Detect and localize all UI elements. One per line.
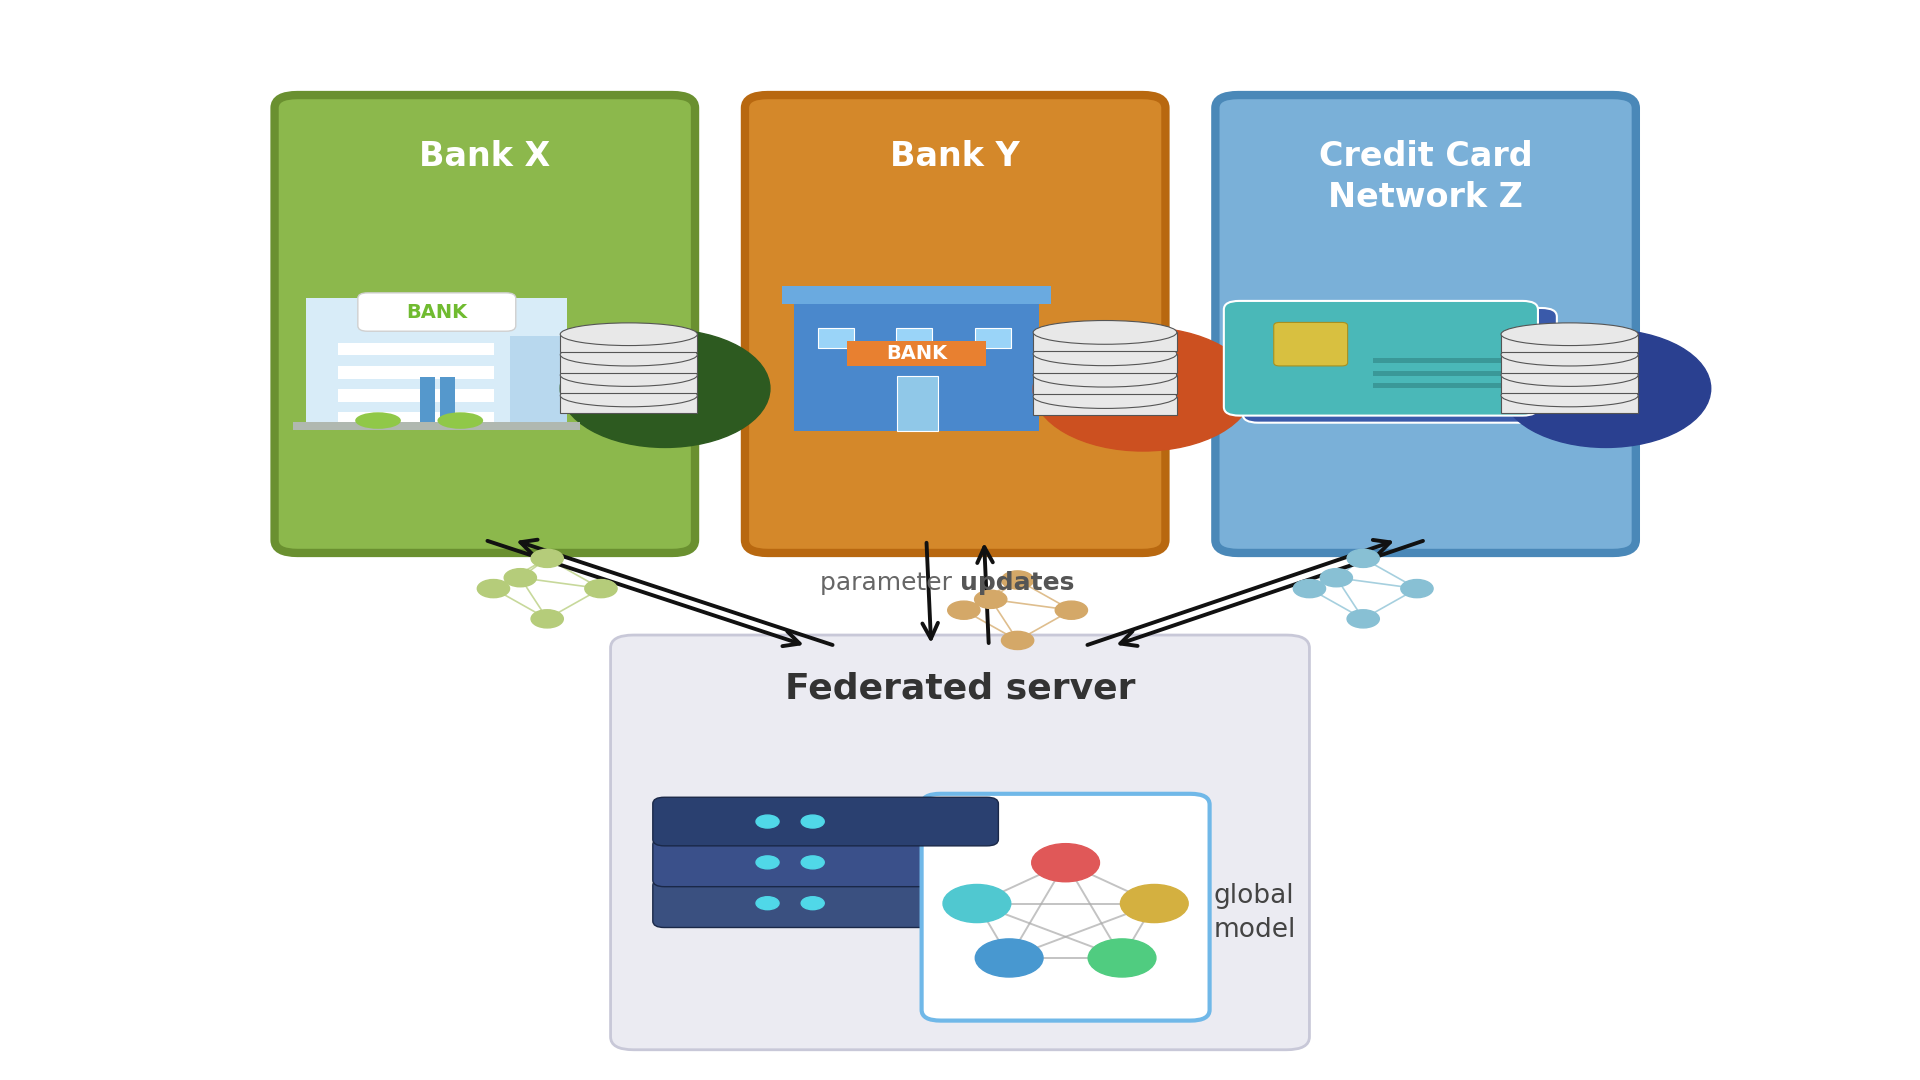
Bar [1501,354,1638,373]
Bar [1501,375,1638,393]
Bar [420,377,436,427]
Bar [897,328,933,348]
Ellipse shape [1033,321,1177,345]
Text: BANK: BANK [407,302,467,322]
FancyBboxPatch shape [611,635,1309,1050]
Circle shape [478,580,509,597]
FancyBboxPatch shape [922,794,1210,1021]
Ellipse shape [561,384,697,407]
Circle shape [1121,885,1188,922]
Text: Federated server: Federated server [785,672,1135,705]
Ellipse shape [561,364,697,387]
Bar [1033,396,1177,416]
Ellipse shape [561,343,697,366]
Bar [1373,359,1521,363]
Circle shape [1348,610,1379,627]
Bar [511,336,568,427]
Text: global
model: global model [1213,882,1296,943]
Bar [781,285,1052,303]
Circle shape [801,855,824,868]
Circle shape [561,329,770,447]
FancyBboxPatch shape [745,95,1165,553]
Bar [294,422,580,430]
Circle shape [505,569,536,586]
Bar [847,340,987,366]
Bar [561,375,697,393]
Circle shape [1033,327,1254,451]
Circle shape [801,896,824,909]
FancyBboxPatch shape [653,879,998,928]
Circle shape [1002,571,1033,589]
Bar [1033,375,1177,394]
Circle shape [756,896,780,909]
Circle shape [1089,939,1156,977]
Circle shape [586,580,616,597]
Ellipse shape [1033,342,1177,366]
Bar [338,342,493,355]
Ellipse shape [1501,384,1638,407]
Ellipse shape [1501,364,1638,387]
Bar [561,395,697,414]
Ellipse shape [1501,343,1638,366]
FancyBboxPatch shape [653,838,998,887]
FancyBboxPatch shape [357,293,516,332]
Bar [975,328,1010,348]
Text: parameter: parameter [820,571,960,595]
Ellipse shape [355,413,401,429]
Bar [1501,395,1638,414]
Text: BANK: BANK [887,345,947,363]
Text: Credit Card
Network Z: Credit Card Network Z [1319,140,1532,214]
Text: Bank X: Bank X [419,140,551,174]
Ellipse shape [1501,323,1638,346]
Circle shape [975,591,1006,608]
Circle shape [1321,569,1352,586]
Bar [561,354,697,373]
Bar [1501,334,1638,352]
Ellipse shape [1033,384,1177,408]
Ellipse shape [561,323,697,346]
Ellipse shape [1033,363,1177,387]
Bar [1033,354,1177,373]
Circle shape [1002,632,1033,649]
Bar [338,411,493,424]
FancyBboxPatch shape [1223,301,1538,416]
Circle shape [975,939,1043,977]
Bar [440,377,455,427]
Circle shape [756,855,780,868]
Circle shape [1056,602,1087,619]
Bar [818,328,854,348]
Text: updates: updates [960,571,1075,595]
Circle shape [532,610,563,627]
FancyBboxPatch shape [275,95,695,553]
FancyBboxPatch shape [1215,95,1636,553]
Bar [795,293,1039,431]
FancyBboxPatch shape [1242,308,1557,422]
FancyBboxPatch shape [1273,323,1348,366]
Text: Bank Y: Bank Y [891,140,1020,174]
Circle shape [1031,843,1100,881]
Circle shape [943,885,1010,922]
FancyBboxPatch shape [653,797,998,846]
Bar [1373,370,1521,376]
Bar [897,376,939,431]
Bar [1373,383,1521,388]
Ellipse shape [438,413,484,429]
Circle shape [1294,580,1325,597]
Circle shape [1348,550,1379,567]
Bar [561,334,697,352]
Bar [1033,333,1177,351]
Bar [307,298,566,427]
Circle shape [1402,580,1432,597]
Bar [338,366,493,378]
Circle shape [948,602,979,619]
Circle shape [1501,329,1711,447]
Circle shape [801,815,824,828]
Circle shape [756,815,780,828]
Bar [338,389,493,402]
Circle shape [532,550,563,567]
